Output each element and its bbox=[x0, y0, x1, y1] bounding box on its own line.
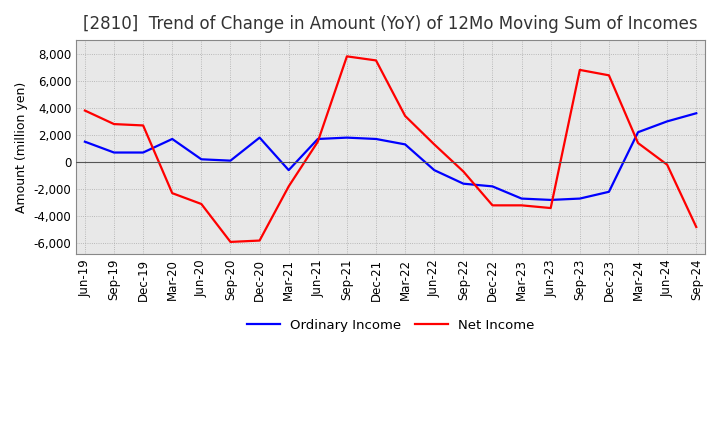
Net Income bbox=[459, 169, 468, 174]
Net Income bbox=[256, 238, 264, 243]
Ordinary Income bbox=[401, 142, 410, 147]
Ordinary Income bbox=[372, 136, 380, 142]
Ordinary Income bbox=[226, 158, 235, 163]
Net Income bbox=[488, 203, 497, 208]
Ordinary Income bbox=[517, 196, 526, 201]
Legend: Ordinary Income, Net Income: Ordinary Income, Net Income bbox=[241, 314, 540, 337]
Line: Net Income: Net Income bbox=[85, 56, 696, 242]
Net Income bbox=[575, 67, 584, 73]
Ordinary Income bbox=[256, 135, 264, 140]
Net Income bbox=[430, 142, 438, 147]
Ordinary Income bbox=[168, 136, 176, 142]
Net Income bbox=[663, 162, 672, 167]
Net Income bbox=[81, 108, 89, 113]
Net Income bbox=[109, 121, 118, 127]
Net Income bbox=[313, 139, 322, 144]
Ordinary Income bbox=[459, 181, 468, 186]
Ordinary Income bbox=[343, 135, 351, 140]
Ordinary Income bbox=[488, 184, 497, 189]
Ordinary Income bbox=[430, 168, 438, 173]
Net Income bbox=[372, 58, 380, 63]
Ordinary Income bbox=[546, 197, 555, 202]
Net Income bbox=[343, 54, 351, 59]
Ordinary Income bbox=[692, 110, 701, 116]
Net Income bbox=[634, 140, 642, 146]
Net Income bbox=[546, 205, 555, 211]
Ordinary Income bbox=[197, 157, 206, 162]
Net Income bbox=[197, 202, 206, 207]
Net Income bbox=[692, 224, 701, 230]
Ordinary Income bbox=[284, 168, 293, 173]
Ordinary Income bbox=[313, 136, 322, 142]
Title: [2810]  Trend of Change in Amount (YoY) of 12Mo Moving Sum of Incomes: [2810] Trend of Change in Amount (YoY) o… bbox=[84, 15, 698, 33]
Ordinary Income bbox=[109, 150, 118, 155]
Ordinary Income bbox=[81, 139, 89, 144]
Ordinary Income bbox=[575, 196, 584, 201]
Net Income bbox=[401, 114, 410, 119]
Ordinary Income bbox=[634, 129, 642, 135]
Net Income bbox=[226, 239, 235, 245]
Net Income bbox=[168, 191, 176, 196]
Net Income bbox=[605, 73, 613, 78]
Ordinary Income bbox=[605, 189, 613, 194]
Y-axis label: Amount (million yen): Amount (million yen) bbox=[15, 81, 28, 213]
Net Income bbox=[139, 123, 148, 128]
Net Income bbox=[517, 203, 526, 208]
Ordinary Income bbox=[663, 119, 672, 124]
Net Income bbox=[284, 184, 293, 189]
Line: Ordinary Income: Ordinary Income bbox=[85, 113, 696, 200]
Ordinary Income bbox=[139, 150, 148, 155]
